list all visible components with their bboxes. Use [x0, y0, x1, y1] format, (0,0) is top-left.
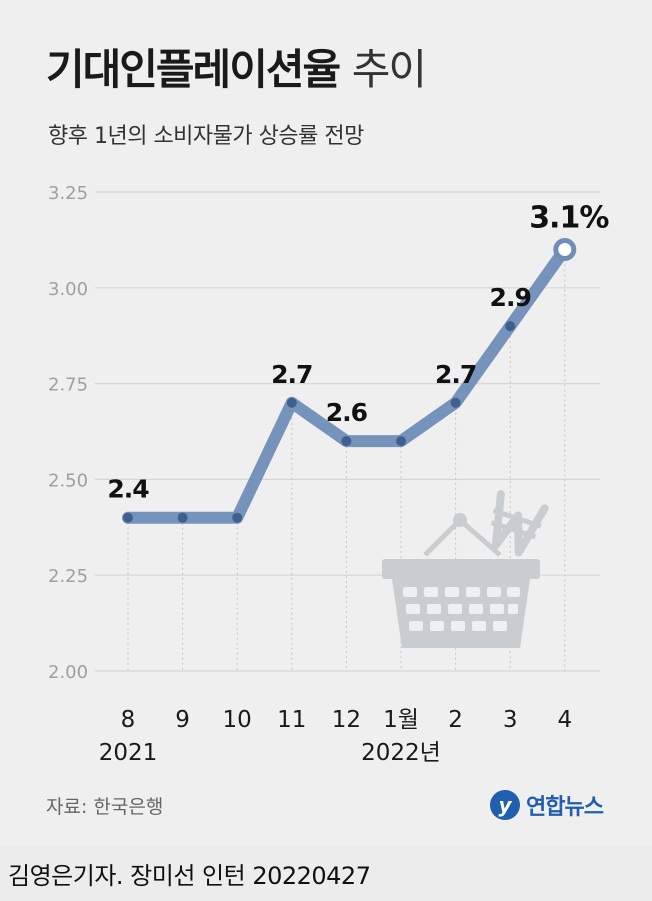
shopping-basket-icon: [382, 490, 549, 648]
y-tick-label: 2.75: [48, 375, 88, 396]
x-axis: 8 9 10 11 12 1월 2 3 4 2021 2022년: [99, 707, 572, 766]
data-label: 3.1%: [529, 200, 609, 235]
data-point: [396, 436, 406, 447]
data-label: 2.6: [326, 398, 368, 427]
data-label: 2.7: [435, 360, 476, 389]
data-points: [123, 237, 577, 523]
x-tick-label: 4: [557, 707, 572, 733]
chart-card: 기대인플레이션율 추이 향후 1년의 소비자물가 상승률 전망 2.00 2.25…: [46, 36, 611, 823]
source-note: 자료: 한국은행: [46, 796, 164, 818]
data-point: [232, 512, 243, 523]
data-label: 2.7: [271, 360, 312, 389]
data-point: [505, 321, 516, 332]
x-tick-label: 12: [332, 707, 361, 733]
title-bold: 기대인플레이션율: [46, 45, 341, 94]
year-label: 2021: [99, 740, 158, 766]
yonhap-logo-icon: y: [490, 790, 520, 820]
x-tick-label: 8: [121, 707, 136, 733]
y-tick-label: 2.00: [48, 662, 88, 683]
x-tick-label: 3: [503, 707, 518, 733]
data-point-last: [553, 237, 577, 261]
data-point: [450, 397, 461, 408]
x-tick-label: 1월: [383, 707, 419, 733]
y-tick-label: 3.00: [48, 279, 88, 300]
data-point: [341, 436, 352, 447]
year-label: 2022년: [361, 740, 441, 766]
title-light: 추이: [351, 45, 427, 94]
data-labels: 2.4 2.7 2.6 2.7 2.9 3.1%: [107, 200, 610, 504]
x-tick-label: 10: [223, 707, 252, 733]
data-point: [286, 397, 297, 408]
y-tick-label: 2.25: [48, 566, 88, 587]
chart-title: 기대인플레이션율 추이: [46, 36, 427, 97]
line-chart: 2.00 2.25 2.50 2.75 3.00 3.25: [48, 183, 610, 766]
chart-subtitle: 향후 1년의 소비자물가 상승률 전망: [48, 124, 364, 149]
data-label: 2.4: [107, 475, 149, 504]
data-point: [177, 512, 188, 523]
y-tick-label: 2.50: [48, 470, 88, 491]
yonhap-logo: y 연합뉴스: [490, 787, 604, 823]
x-tick-label: 9: [175, 707, 190, 733]
x-tick-label: 2: [448, 707, 463, 733]
data-point: [123, 512, 133, 523]
y-tick-label: 3.25: [48, 183, 88, 204]
x-tick-label: 11: [277, 707, 306, 733]
data-label: 2.9: [490, 283, 531, 312]
credit-line: 김영은기자. 장미선 인턴 20220427: [8, 862, 371, 890]
logo-text: 연합뉴스: [526, 795, 604, 820]
won-sign-icon: [490, 490, 549, 557]
